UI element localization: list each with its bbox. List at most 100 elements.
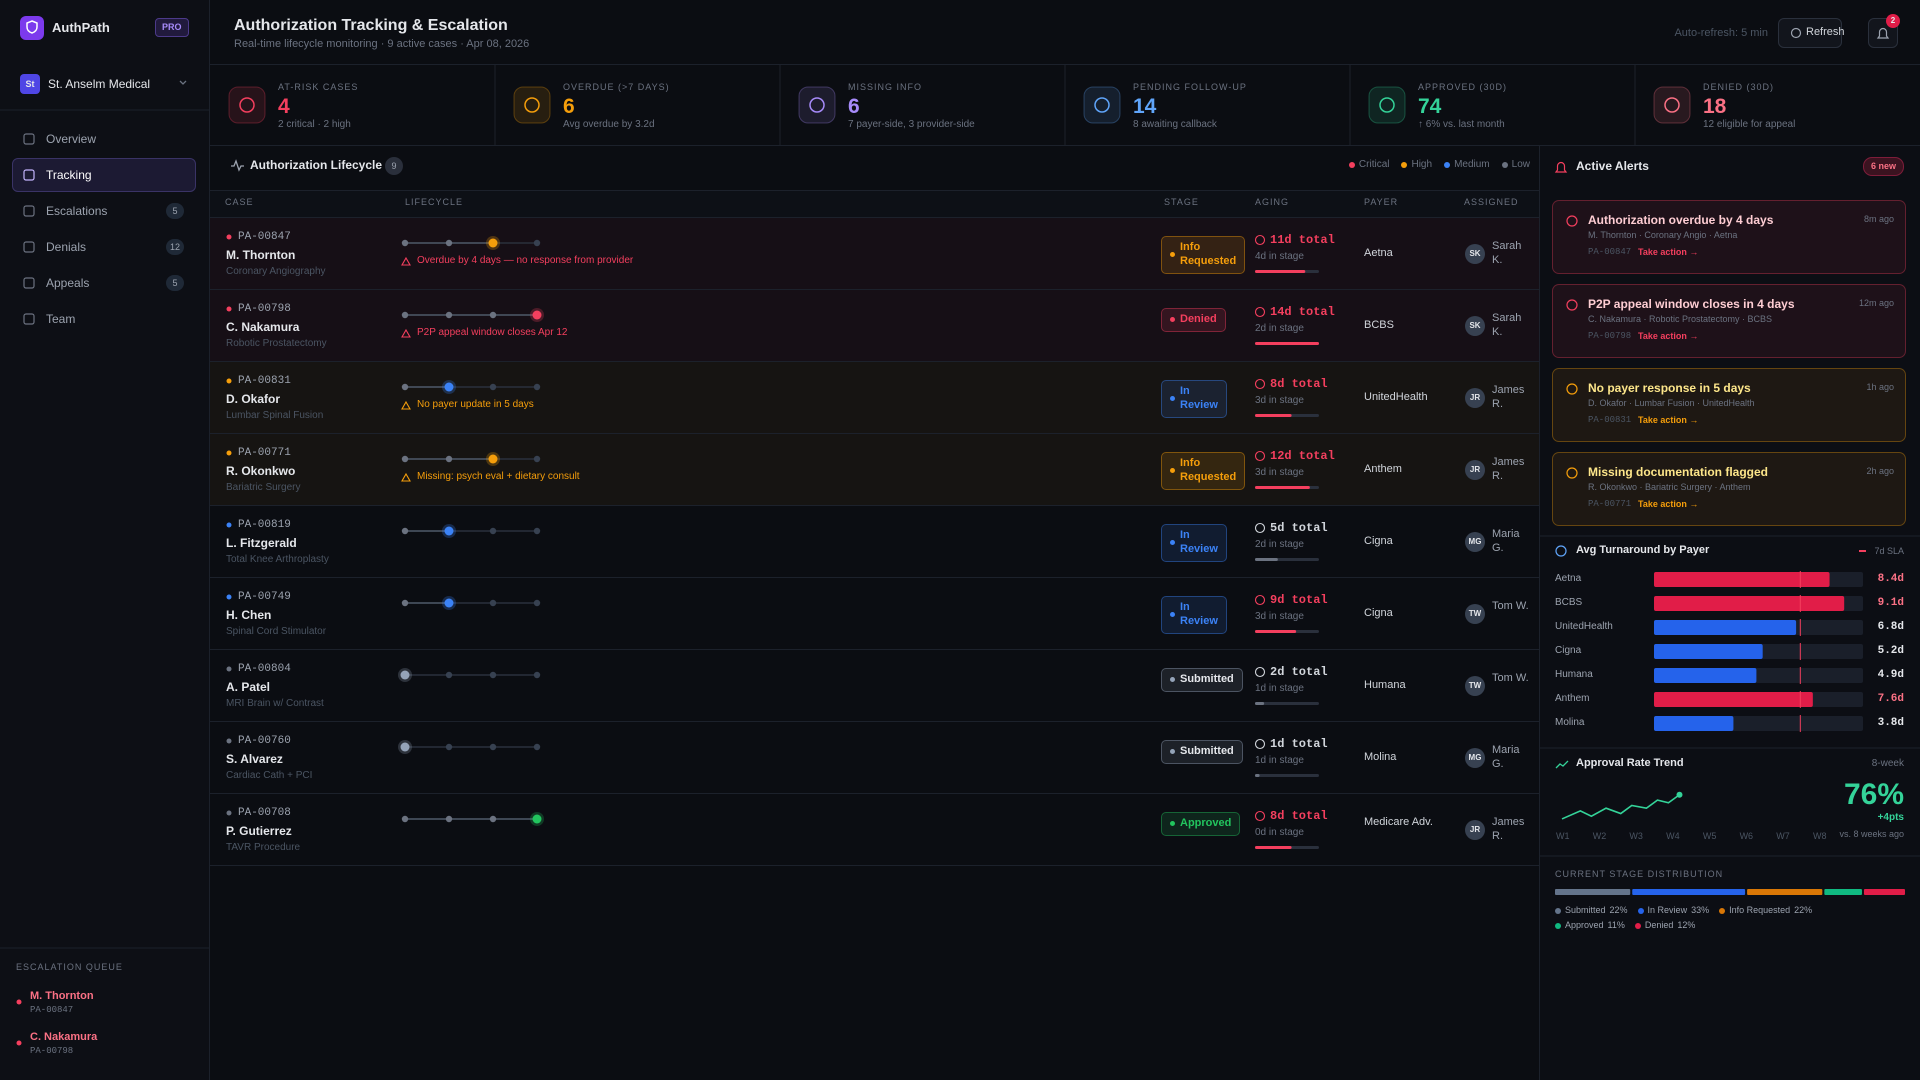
legend-item: High [1401,159,1432,172]
lifecycle-step [533,455,541,463]
nav-icon [23,241,35,253]
stage-badge: In Review [1161,524,1227,562]
page-title: Authorization Tracking & Escalation [234,17,508,34]
alert-time: 8m ago [1863,214,1894,224]
kpi-icon [1379,97,1395,113]
payer: Cigna [1364,535,1393,547]
lifecycle-step [489,311,497,319]
trend-delta: +4pts [1877,812,1904,823]
alert-action[interactable]: Take action → [1638,331,1699,341]
kpi-sub: 8 awaiting callback [1133,119,1217,130]
alert-action[interactable]: Take action → [1638,247,1699,257]
lifecycle-step [445,671,453,679]
legend-item: Medium [1444,159,1490,172]
case-id: PA-00760 [238,735,291,747]
patient-name: R. Okonkwo [226,464,296,478]
alert-card[interactable] [1552,200,1906,274]
legend-dot [1719,907,1726,914]
column-header: PAYER [1364,197,1399,207]
distribution-segment [1747,889,1823,895]
case-note: Overdue by 4 days — no response from pro… [417,255,634,266]
clock-icon [1254,666,1266,678]
stage-badge: Info Requested [1161,236,1246,274]
row-highlight [210,362,1539,434]
alert-action[interactable]: Take action → [1638,499,1699,509]
assignee-avatar [1465,244,1485,264]
nav-item[interactable] [12,158,196,192]
patient-name: L. Fitzgerald [226,536,297,550]
trend-line [1561,794,1680,820]
procedure: Cardiac Cath + PCI [226,770,313,781]
legend-dot [1501,162,1508,169]
stage-dot [1170,540,1175,546]
kpi-icon [239,97,255,113]
org-name: St. Anselm Medical [48,77,151,91]
nav-label: Tracking [46,168,92,182]
kpi-value: 6 [563,95,575,118]
kpi-icon [809,97,825,113]
alert-case-id: PA-00847 [1588,247,1632,257]
kpi-icon [524,97,540,113]
table-row[interactable] [210,722,1539,794]
alert-card[interactable] [1552,284,1906,358]
nav-label: Team [46,312,76,326]
lifecycle-step [489,815,497,823]
table-row[interactable] [210,506,1539,578]
legend-label: Medium [1454,159,1490,170]
aging-in-stage: 4d in stage [1255,251,1304,262]
patient-name: S. Alvarez [226,752,283,766]
lifecycle-step [489,743,497,751]
clock-icon [1254,810,1266,822]
table-row[interactable] [210,218,1539,290]
patient-name: M. Thornton [226,248,296,262]
stage-label: Approved [1180,817,1232,829]
kpi-sub: Avg overdue by 3.2d [563,119,655,130]
distribution-segment [1555,889,1631,895]
aging-track [1255,702,1319,705]
alert-action[interactable]: Take action → [1638,415,1699,425]
table-row[interactable] [210,290,1539,362]
table-row[interactable] [210,794,1539,866]
turnaround-value: 8.4d [1877,573,1904,585]
row-highlight [210,218,1539,290]
alert-time: 12m ago [1858,298,1894,308]
kpi-sub: 2 critical · 2 high [278,119,351,130]
lifecycle-step [533,239,541,247]
kpi-value: 4 [278,95,290,118]
aging-bar [1255,486,1310,489]
lifecycle-icon [231,159,244,172]
table-row[interactable] [210,434,1539,506]
patient-name: P. Gutierrez [226,824,292,838]
case-id: PA-00749 [238,591,291,603]
refresh-button[interactable] [1778,18,1842,48]
table-row[interactable] [210,650,1539,722]
legend-item: Low [1501,159,1530,172]
lifecycle-count: 9 [385,157,403,175]
alert-card[interactable] [1552,452,1906,526]
week-label: W1 [1556,831,1570,841]
alerts-title: Active Alerts [1576,159,1649,173]
stage-dot [1170,468,1175,474]
table-row[interactable] [210,578,1539,650]
kpi-icon-box [513,86,551,124]
org-avatar: St [20,74,40,94]
table-row[interactable] [210,362,1539,434]
assignee-name: James R. [1492,384,1525,410]
brand: AuthPath [52,20,110,35]
priority-dot [226,522,232,528]
column-header: ASSIGNED [1464,197,1519,207]
aging-total: 11d total [1270,233,1335,247]
assignee-initials: JR [1469,465,1481,474]
legend-item: Critical [1348,159,1389,172]
assignee-name: James R. [1492,816,1525,842]
patient-name: H. Chen [226,608,272,622]
distribution-name: Submitted [1565,905,1606,915]
assignee-avatar [1465,604,1485,624]
lifecycle-step [445,815,453,823]
aging-bar [1255,774,1260,777]
trend-period: 8-week [1871,758,1904,769]
plan-badge: PRO [155,18,189,38]
alert-card[interactable] [1552,368,1906,442]
lifecycle-current [532,310,542,320]
